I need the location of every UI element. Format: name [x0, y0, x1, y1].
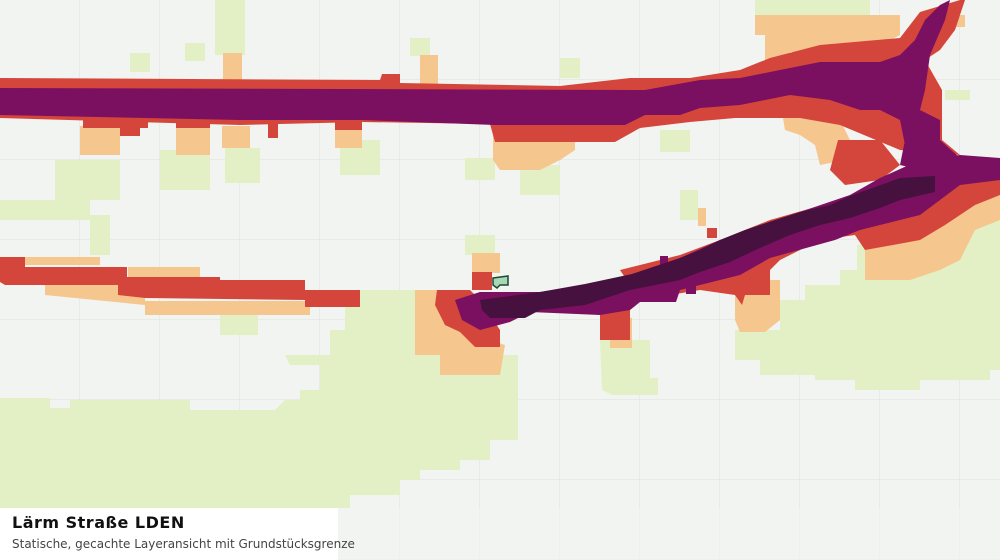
noise-area	[945, 90, 970, 100]
noise-area	[410, 38, 430, 56]
noise-area	[176, 124, 210, 155]
noise-area	[222, 126, 250, 148]
noise-area	[420, 55, 438, 85]
caption-strip	[338, 508, 1000, 560]
noise-area	[560, 58, 580, 78]
noise-area	[268, 122, 278, 138]
noise-area	[465, 235, 495, 255]
noise-area	[415, 290, 505, 375]
noise-area	[0, 257, 360, 307]
noise-area	[223, 53, 242, 80]
noise-area	[120, 120, 140, 136]
noise-area	[185, 43, 205, 61]
noise-area	[80, 126, 120, 155]
noise-area	[755, 0, 870, 15]
noise-area	[830, 140, 900, 185]
caption-panel	[0, 508, 338, 560]
noise-area	[215, 0, 245, 55]
noise-extreme	[480, 176, 935, 318]
noise-area	[220, 315, 258, 335]
noise-area	[0, 290, 518, 508]
map-title: Lärm Straße LDEN	[12, 513, 185, 532]
noise-area	[128, 267, 200, 277]
noise-area	[865, 195, 1000, 280]
noise-low	[0, 0, 1000, 508]
noise-area	[0, 0, 950, 150]
noise-area	[130, 53, 150, 72]
noise-area	[45, 283, 310, 315]
noise-area	[755, 15, 900, 60]
noise-area	[0, 160, 120, 255]
noise-area	[600, 340, 658, 395]
noise-area	[465, 158, 495, 180]
noise-area	[472, 272, 492, 290]
map-subtitle: Statische, gecachte Layeransicht mit Gru…	[12, 537, 355, 551]
noise-area	[335, 128, 362, 148]
noise-area	[707, 228, 717, 238]
noise-area	[698, 208, 706, 226]
noise-area	[472, 253, 500, 273]
property-boundary	[492, 275, 509, 289]
noise-area	[225, 148, 260, 183]
noise-area	[686, 282, 696, 294]
noise-area	[660, 130, 690, 152]
noise-area	[680, 190, 698, 220]
noise-area	[160, 150, 210, 190]
noise-area	[480, 176, 935, 318]
